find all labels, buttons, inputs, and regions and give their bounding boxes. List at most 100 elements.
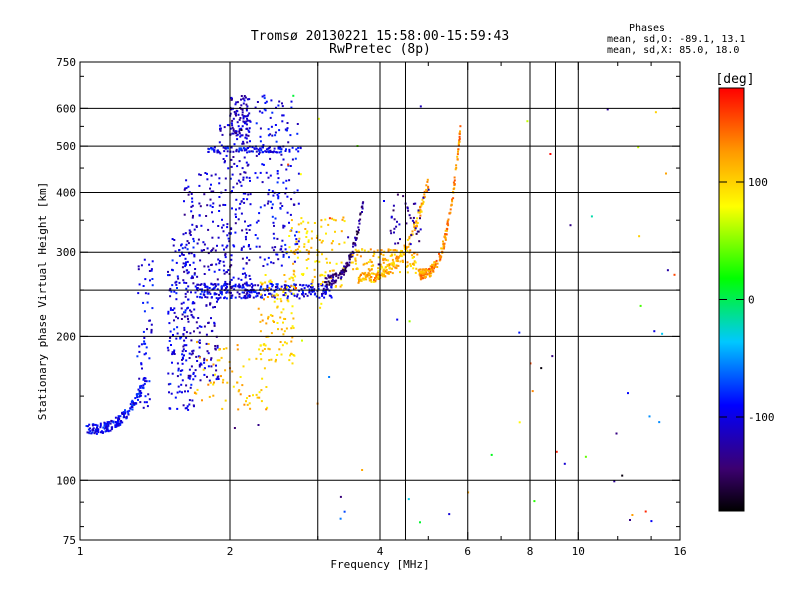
echo-point	[271, 203, 274, 206]
echo-point	[384, 266, 387, 269]
echo-point	[232, 128, 235, 131]
echo-point	[227, 147, 229, 150]
echo-point	[458, 135, 461, 138]
echo-point	[271, 284, 274, 286]
echo-point	[210, 296, 213, 299]
echo-point	[222, 224, 225, 227]
echo-point	[150, 328, 153, 331]
echo-point	[167, 274, 169, 277]
echo-point	[378, 273, 381, 276]
echo-point	[150, 269, 153, 272]
echo-point	[235, 149, 238, 152]
echo-point	[170, 344, 172, 346]
echo-point	[264, 293, 267, 296]
echo-point	[242, 192, 245, 195]
echo-point	[307, 240, 310, 243]
echo-point	[276, 306, 279, 309]
echo-point	[116, 423, 119, 426]
echo-point	[288, 148, 291, 151]
echo-point	[207, 365, 210, 368]
echo-point	[406, 207, 409, 210]
echo-point	[189, 375, 192, 378]
echo-point	[348, 258, 351, 261]
echo-point	[240, 184, 243, 187]
echo-point	[273, 300, 276, 303]
echo-point	[407, 245, 410, 248]
echo-point	[240, 129, 243, 131]
echo-point	[242, 286, 245, 289]
echo-point	[322, 287, 325, 290]
echo-point	[385, 259, 388, 262]
echo-point	[221, 244, 224, 247]
echo-point	[223, 264, 226, 267]
echo-point	[218, 204, 221, 207]
y-tick-label: 75	[63, 534, 76, 547]
echo-point	[442, 242, 445, 245]
echo-point	[212, 283, 215, 286]
echo-point	[144, 395, 147, 398]
echo-point	[386, 264, 389, 267]
echo-point	[639, 304, 642, 307]
echo-point	[284, 248, 287, 251]
echo-point	[176, 287, 178, 289]
echo-point	[245, 282, 248, 285]
echo-point	[230, 146, 233, 149]
echo-point	[331, 248, 334, 251]
echo-point	[280, 148, 283, 151]
echo-point	[121, 421, 124, 424]
echo-point	[241, 167, 244, 170]
echo-point	[237, 125, 240, 128]
echo-point	[187, 185, 190, 188]
echo-point	[245, 133, 248, 136]
echo-point	[343, 220, 346, 223]
echo-point	[213, 270, 216, 273]
echo-point	[139, 386, 142, 389]
echo-point	[225, 246, 228, 249]
echo-point	[320, 283, 322, 285]
echo-point	[262, 265, 265, 267]
echo-point	[341, 272, 344, 275]
echo-point	[361, 207, 364, 210]
echo-point	[324, 277, 327, 280]
echo-point	[186, 260, 189, 263]
echo-point	[221, 218, 223, 221]
echo-point	[244, 276, 247, 279]
echo-point	[166, 346, 169, 349]
echo-point	[237, 179, 240, 182]
echo-point	[274, 246, 277, 249]
echo-point	[391, 272, 394, 275]
echo-point	[173, 307, 176, 310]
echo-point	[291, 305, 294, 308]
echo-point	[408, 237, 411, 240]
echo-point	[301, 339, 303, 342]
echo-point	[134, 397, 137, 400]
echo-point	[233, 245, 236, 248]
echo-point	[277, 146, 280, 149]
echo-point	[354, 259, 357, 262]
echo-point	[296, 248, 299, 251]
echo-point	[381, 266, 384, 269]
echo-point	[194, 375, 197, 378]
echo-point	[196, 288, 198, 290]
echo-point	[239, 285, 242, 288]
echo-point	[205, 215, 208, 217]
echo-point	[395, 225, 398, 228]
echo-point	[332, 273, 335, 276]
echo-point	[255, 357, 258, 360]
echo-point	[359, 279, 361, 282]
echo-point	[142, 406, 145, 409]
echo-point	[311, 289, 314, 292]
echo-point	[339, 285, 342, 288]
echo-point	[258, 153, 260, 156]
echo-point	[184, 309, 187, 312]
echo-point	[457, 150, 459, 153]
echo-point	[638, 235, 641, 238]
echo-point	[237, 218, 240, 221]
echo-point	[405, 222, 408, 225]
echo-point	[282, 308, 285, 311]
echo-point	[183, 339, 186, 342]
echo-point	[119, 415, 122, 418]
echo-point	[201, 399, 203, 402]
echo-point	[225, 291, 228, 294]
echo-point	[117, 424, 120, 427]
